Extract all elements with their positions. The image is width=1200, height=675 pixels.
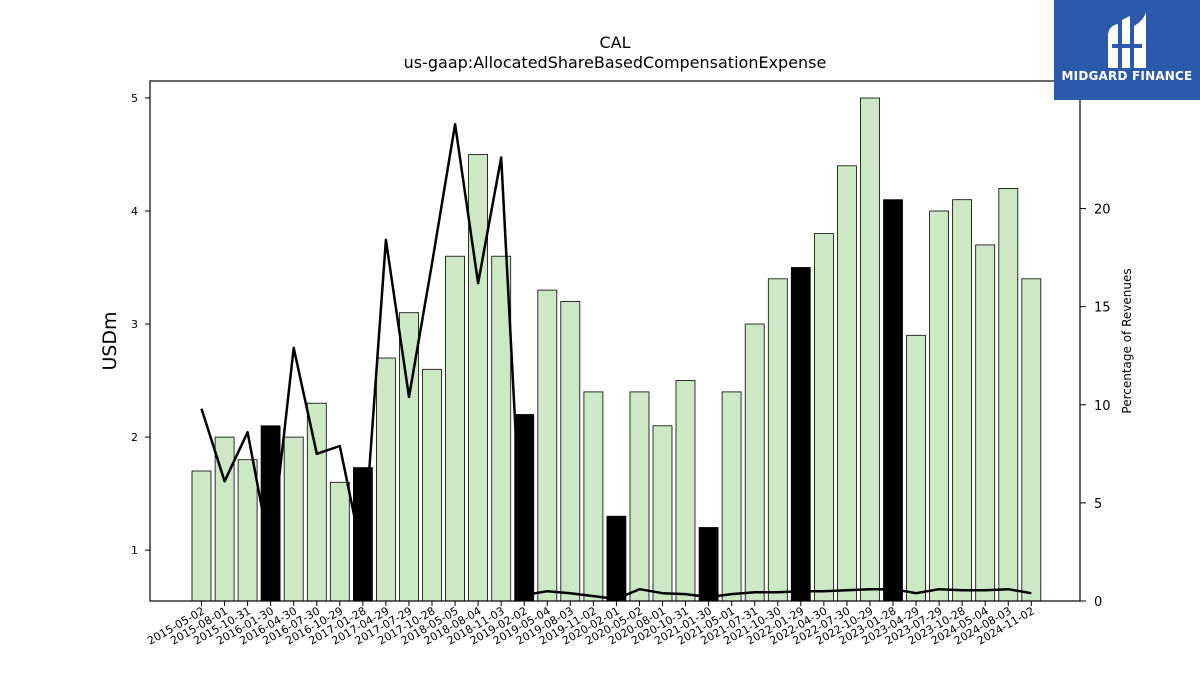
y2-tick-label: 5 (1094, 497, 1102, 512)
plot-frame (149, 80, 1081, 602)
bar-2022-01-29 (790, 267, 811, 602)
y-tick-label: 1 (131, 544, 138, 557)
bar-2022-07-30 (837, 165, 857, 602)
bar-2022-04-30 (814, 233, 834, 602)
bar-series (191, 97, 1042, 602)
bar-2019-05-04 (537, 289, 558, 602)
bar-2020-05-02 (629, 391, 650, 602)
y2-tick-label: 0 (1094, 595, 1102, 610)
bar-2018-05-05 (445, 255, 466, 602)
bar-2024-05-04 (975, 244, 996, 602)
y2-tick-label: 20 (1094, 203, 1111, 218)
y-tick-label: 3 (131, 318, 138, 331)
bar-2024-11-02 (1021, 278, 1042, 602)
bar-2021-07-31 (744, 323, 765, 602)
bar-2019-11-02 (583, 391, 604, 602)
bar-2017-04-29 (375, 357, 396, 602)
bar-2023-04-29 (906, 334, 926, 602)
y-tick-label: 5 (131, 92, 138, 105)
x-axis-ticks: 2015-05-022015-08-012015-10-312016-01-30… (145, 601, 1037, 648)
bar-2022-10-29 (860, 97, 880, 602)
logo: MIDGARD FINANCE (1054, 0, 1200, 100)
bar-2020-10-31 (675, 380, 696, 602)
y-tick-label: 2 (131, 431, 138, 444)
y2-tick-label: 15 (1094, 301, 1111, 316)
bar-2017-10-28 (422, 368, 442, 602)
bar-2023-10-28 (952, 199, 972, 602)
y-axis-ticks: 1 2 3 4 5 (131, 92, 150, 557)
bar-2020-02-01 (606, 515, 627, 602)
y2-axis-label: Percentage of Revenues (1120, 268, 1134, 413)
midgard-logo-icon (1108, 12, 1146, 68)
bar-2021-05-01 (721, 391, 742, 602)
y2-tick-label: 10 (1094, 399, 1111, 414)
bar-2015-05-02 (191, 470, 212, 602)
y-axis-label: USDm (99, 311, 121, 370)
bar-2017-01-28 (352, 467, 373, 602)
logo-text: MIDGARD FINANCE (1061, 69, 1193, 83)
bar-2018-08-04 (468, 154, 489, 602)
chart-subtitle: us-gaap:AllocatedShareBasedCompensationE… (403, 53, 827, 72)
percentage-of-revenues-line (200, 122, 1032, 601)
bar-2023-07-29 (929, 210, 949, 602)
y-tick-label: 4 (131, 205, 138, 218)
bar-2016-04-30 (283, 436, 304, 602)
bar-2016-10-29 (329, 481, 350, 602)
y2-axis-ticks: 0 5 10 15 20 (1080, 203, 1111, 610)
bar-2020-08-01 (652, 425, 673, 602)
bar-2015-10-31 (237, 459, 258, 602)
bar-2024-08-03 (998, 187, 1019, 602)
bar-2018-11-03 (491, 255, 512, 602)
bar-2021-10-30 (767, 278, 788, 602)
bar-2016-07-30 (306, 402, 327, 602)
bar-2021-01-30 (698, 527, 719, 602)
bar-2023-01-28 (883, 199, 903, 602)
bar-2019-08-03 (560, 300, 581, 602)
chart-title: CAL (599, 33, 631, 52)
